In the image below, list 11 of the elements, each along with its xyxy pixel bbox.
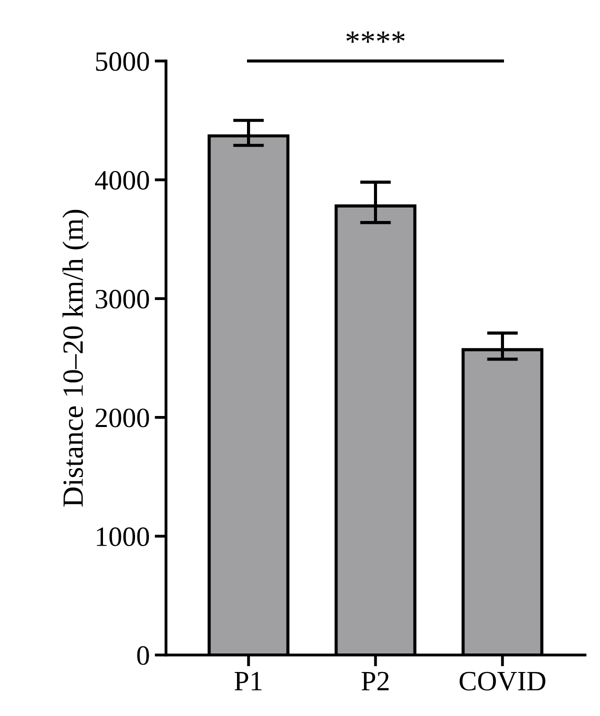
y-tick-label: 0 — [137, 646, 149, 665]
text: **** — [346, 32, 405, 43]
y-tick-label: 2000 — [96, 408, 149, 428]
y-axis-title: Distance 10–20 km/h (m) — [62, 210, 89, 507]
y-tick-label: 3000 — [96, 290, 149, 309]
y-tick-label: 5000 — [96, 52, 149, 71]
x-tick-label: COVID — [460, 672, 546, 691]
y-tick-label: 1000 — [96, 527, 149, 546]
y-tick-label: 4000 — [95, 170, 149, 190]
x-tick-label: P1 — [234, 672, 262, 690]
x-tick-label: P2 — [362, 672, 389, 690]
